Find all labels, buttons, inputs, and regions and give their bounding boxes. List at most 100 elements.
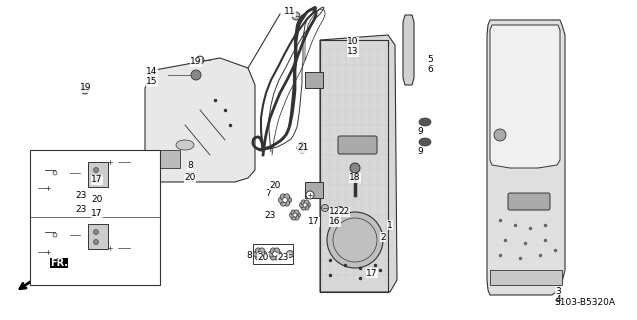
Text: 10: 10	[347, 37, 359, 46]
Circle shape	[289, 212, 294, 218]
Circle shape	[254, 251, 259, 257]
Circle shape	[255, 254, 261, 260]
Circle shape	[327, 212, 383, 268]
Circle shape	[306, 203, 310, 207]
Circle shape	[44, 184, 52, 192]
Circle shape	[261, 251, 267, 257]
Text: 23: 23	[264, 211, 276, 220]
Circle shape	[51, 173, 56, 178]
Circle shape	[297, 143, 307, 153]
Text: 4: 4	[555, 295, 561, 305]
Circle shape	[304, 205, 309, 210]
Circle shape	[304, 200, 309, 205]
Text: 8: 8	[246, 251, 252, 260]
Circle shape	[55, 171, 61, 175]
Circle shape	[274, 248, 280, 254]
Circle shape	[191, 70, 201, 80]
Text: 11: 11	[284, 7, 296, 17]
Text: 2: 2	[380, 233, 386, 242]
Circle shape	[94, 239, 99, 244]
Circle shape	[296, 212, 301, 218]
Circle shape	[106, 158, 114, 166]
Text: 9: 9	[417, 127, 423, 137]
Circle shape	[280, 200, 286, 206]
Circle shape	[50, 171, 55, 175]
Circle shape	[54, 173, 59, 178]
Text: 23: 23	[75, 205, 87, 214]
Circle shape	[350, 163, 360, 173]
Circle shape	[303, 203, 307, 207]
Circle shape	[270, 248, 276, 254]
Circle shape	[283, 197, 287, 203]
Text: 21: 21	[297, 143, 309, 153]
Circle shape	[280, 194, 286, 200]
Circle shape	[259, 248, 265, 254]
Circle shape	[255, 248, 261, 254]
Circle shape	[301, 200, 306, 205]
Text: 14: 14	[147, 68, 158, 76]
Circle shape	[51, 235, 56, 240]
Text: 3: 3	[555, 286, 561, 295]
Circle shape	[287, 251, 294, 258]
Text: 23: 23	[75, 190, 87, 199]
Circle shape	[291, 215, 296, 220]
Circle shape	[53, 233, 57, 237]
Circle shape	[299, 203, 304, 207]
Ellipse shape	[419, 118, 431, 126]
Circle shape	[273, 252, 277, 256]
Text: 16: 16	[329, 218, 341, 227]
Bar	[158, 150, 180, 168]
Circle shape	[274, 254, 280, 260]
Circle shape	[291, 210, 296, 215]
Polygon shape	[145, 58, 255, 182]
Text: 6: 6	[427, 66, 433, 75]
Text: 20: 20	[91, 196, 103, 204]
Polygon shape	[490, 25, 560, 168]
Ellipse shape	[419, 138, 431, 146]
Circle shape	[301, 205, 306, 210]
Circle shape	[44, 248, 52, 256]
Circle shape	[306, 191, 314, 199]
Polygon shape	[487, 20, 565, 295]
Circle shape	[270, 254, 276, 260]
Circle shape	[54, 230, 59, 235]
Circle shape	[81, 86, 89, 94]
Circle shape	[196, 56, 204, 64]
Circle shape	[51, 230, 56, 235]
Text: S103-B5320A: S103-B5320A	[554, 298, 615, 307]
Text: 23: 23	[277, 253, 289, 262]
Bar	[88, 162, 108, 187]
Circle shape	[53, 171, 57, 175]
Text: 13: 13	[347, 47, 359, 57]
Circle shape	[293, 213, 297, 217]
Bar	[88, 224, 108, 249]
Text: 20: 20	[269, 180, 281, 189]
Circle shape	[284, 200, 290, 206]
Text: 17: 17	[91, 175, 103, 185]
FancyBboxPatch shape	[338, 136, 377, 154]
Bar	[30, 150, 160, 285]
Text: 19: 19	[80, 84, 92, 92]
Polygon shape	[320, 35, 397, 292]
Bar	[490, 270, 562, 285]
Circle shape	[94, 178, 99, 182]
Circle shape	[285, 197, 292, 203]
Text: 19: 19	[190, 58, 202, 67]
Polygon shape	[403, 15, 414, 85]
Text: 12: 12	[329, 207, 341, 217]
Circle shape	[51, 168, 56, 173]
Circle shape	[54, 168, 59, 173]
Circle shape	[257, 252, 262, 256]
Text: 5: 5	[427, 55, 433, 65]
Text: 9: 9	[417, 148, 423, 156]
Circle shape	[268, 251, 275, 257]
Circle shape	[54, 235, 59, 240]
Ellipse shape	[176, 140, 194, 150]
Text: 1: 1	[387, 220, 393, 229]
Circle shape	[94, 229, 99, 235]
Circle shape	[94, 167, 99, 172]
Text: 7: 7	[94, 209, 100, 218]
Text: 7: 7	[265, 188, 271, 197]
Text: 17: 17	[91, 209, 103, 218]
Text: FR.: FR.	[50, 258, 68, 268]
